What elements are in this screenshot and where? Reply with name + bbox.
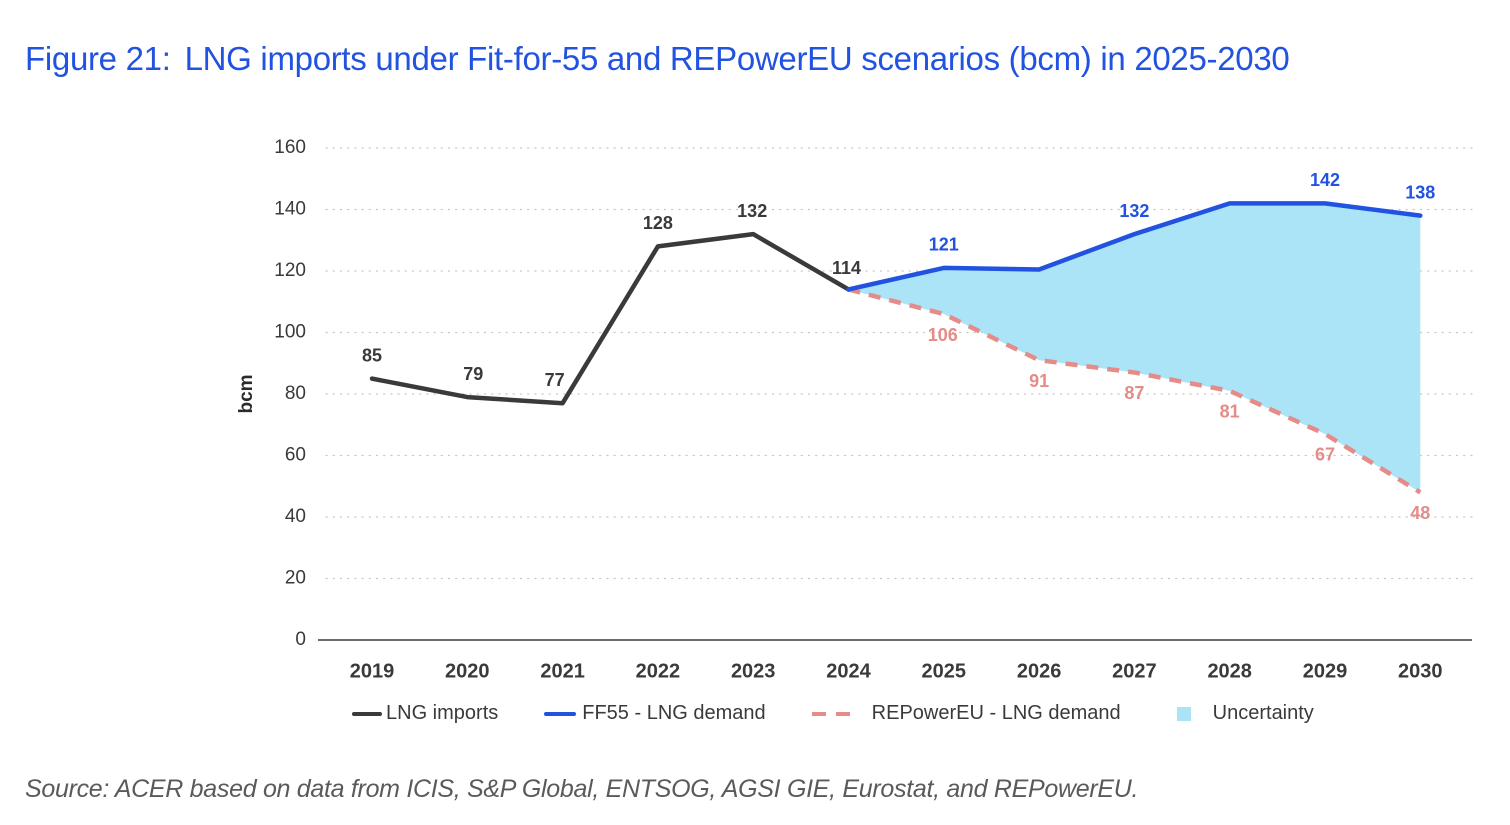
data-label-lng-imports: 85 bbox=[362, 345, 382, 365]
data-label-repowereu-demand: 106 bbox=[928, 325, 958, 345]
figure-title-text: LNG imports under Fit-for-55 and REPower… bbox=[184, 40, 1290, 77]
data-label-ff55-demand: 138 bbox=[1405, 182, 1435, 202]
legend-swatch-repowereu bbox=[811, 711, 852, 716]
uncertainty-area-layer bbox=[848, 203, 1421, 493]
legend-label: REPowerEU - LNG demand bbox=[871, 702, 1121, 724]
x-tick-label: 2025 bbox=[922, 660, 967, 682]
figure-number: Figure 21: bbox=[25, 40, 171, 77]
legend-swatch-lng-imports bbox=[352, 711, 382, 716]
x-tick-label: 2022 bbox=[636, 660, 681, 682]
y-tick-label: 0 bbox=[295, 629, 306, 650]
data-label-lng-imports: 114 bbox=[832, 258, 861, 278]
x-tick-label: 2027 bbox=[1112, 660, 1157, 682]
legend-label: Uncertainty bbox=[1212, 702, 1314, 724]
legend-item-repowereu[interactable]: REPowerEU - LNG demand bbox=[811, 702, 1121, 725]
data-label-repowereu-demand: 67 bbox=[1315, 445, 1335, 465]
x-tick-label: 2020 bbox=[445, 660, 490, 682]
data-label-lng-imports: 77 bbox=[545, 370, 565, 390]
y-tick-label: 100 bbox=[274, 322, 306, 343]
y-tick-label: 160 bbox=[274, 137, 306, 158]
series-lines bbox=[369, 201, 1423, 495]
x-tick-label: 2023 bbox=[731, 660, 776, 682]
legend-label: LNG imports bbox=[386, 702, 499, 724]
series-line-lng-imports bbox=[369, 231, 851, 406]
y-axis-ticks: 0 20 40 60 80 100 120 140 160 bbox=[274, 137, 306, 650]
data-labels: 85 79 77 128 132 114 121 132 142 138 106 91 87 81 67 48 bbox=[362, 170, 1435, 523]
data-label-repowereu-demand: 81 bbox=[1220, 402, 1240, 422]
chart-legend: LNG imports FF55 - LNG demand REPowerEU … bbox=[352, 702, 1360, 725]
data-label-ff55-demand: 132 bbox=[1119, 201, 1149, 221]
y-tick-label: 20 bbox=[285, 568, 306, 589]
x-tick-label: 2028 bbox=[1207, 660, 1252, 682]
data-label-repowereu-demand: 48 bbox=[1410, 503, 1430, 523]
data-label-lng-imports: 128 bbox=[643, 213, 673, 233]
data-label-lng-imports: 132 bbox=[737, 201, 767, 221]
x-tick-label: 2030 bbox=[1398, 660, 1443, 682]
legend-swatch-uncertainty bbox=[1176, 706, 1191, 721]
x-axis-ticks: 2019 2020 2021 2022 2023 2024 2025 2026 2027 2028… bbox=[350, 660, 1443, 682]
y-tick-label: 120 bbox=[274, 260, 306, 281]
legend-item-uncertainty[interactable]: Uncertainty bbox=[1167, 702, 1314, 725]
data-label-lng-imports: 79 bbox=[463, 364, 483, 384]
y-tick-label: 140 bbox=[274, 199, 306, 220]
line-chart: 0 20 40 60 80 100 120 140 160 85 79 77 128 132 114 121… bbox=[236, 137, 1473, 682]
x-tick-label: 2029 bbox=[1303, 660, 1348, 682]
x-tick-label: 2024 bbox=[826, 660, 871, 682]
data-label-repowereu-demand: 91 bbox=[1029, 371, 1049, 391]
y-tick-label: 40 bbox=[285, 506, 306, 527]
y-tick-label: 80 bbox=[285, 383, 306, 404]
legend-swatch-ff55 bbox=[544, 711, 577, 716]
y-tick-label: 60 bbox=[285, 445, 306, 466]
legend-label: FF55 - LNG demand bbox=[582, 702, 766, 724]
x-tick-label: 2021 bbox=[540, 660, 585, 682]
series-line-repowereu-demand bbox=[847, 287, 1422, 495]
x-tick-label: 2026 bbox=[1017, 660, 1062, 682]
y-axis-title: bcm bbox=[236, 374, 257, 413]
data-label-ff55-demand: 121 bbox=[929, 235, 959, 255]
legend-item-lng-imports[interactable]: LNG imports bbox=[352, 702, 498, 725]
x-tick-label: 2019 bbox=[350, 660, 395, 682]
data-label-repowereu-demand: 87 bbox=[1124, 383, 1144, 403]
figure-title: Figure 21: LNG imports under Fit-for-55 a… bbox=[25, 40, 1290, 78]
uncertainty-area bbox=[848, 203, 1421, 493]
legend-item-ff55[interactable]: FF55 - LNG demand bbox=[544, 702, 766, 725]
data-label-ff55-demand: 142 bbox=[1310, 170, 1340, 190]
series-line-ff55-demand bbox=[846, 201, 1423, 292]
source-note: Source: ACER based on data from ICIS, S&… bbox=[25, 775, 1139, 803]
